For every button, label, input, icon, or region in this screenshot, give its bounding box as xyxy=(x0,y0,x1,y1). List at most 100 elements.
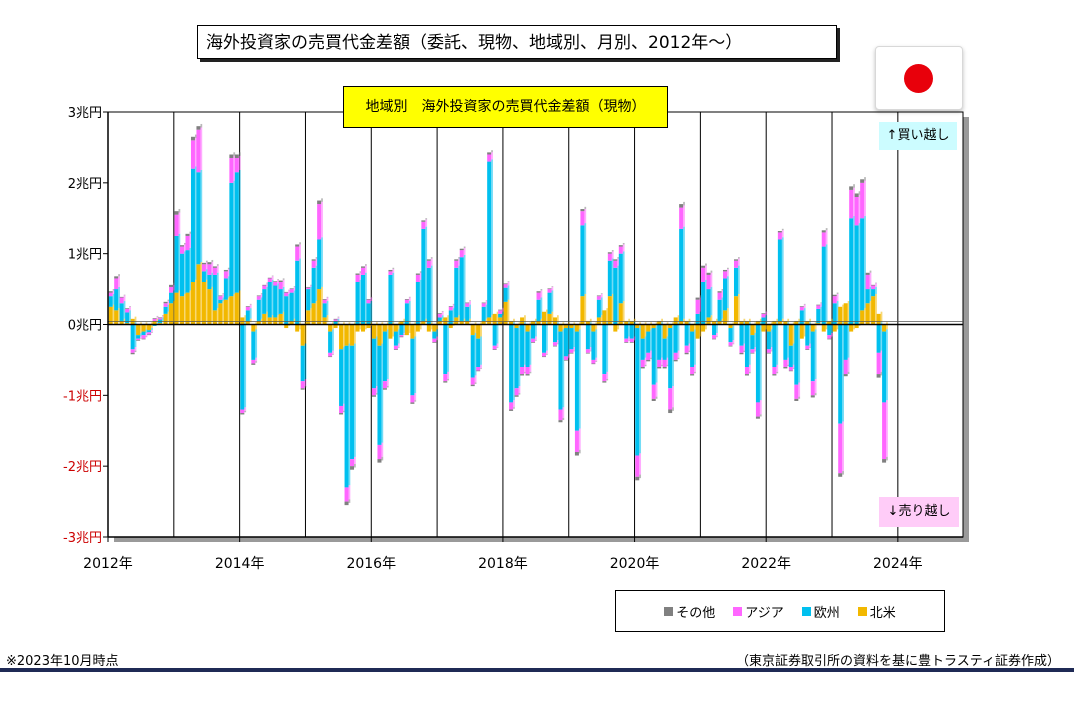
bar-segment-europe-side xyxy=(244,322,247,408)
bar-segment-north_america xyxy=(865,303,870,325)
bar-segment-asia-side xyxy=(886,400,888,457)
bar-segment-north_america-side xyxy=(469,318,471,323)
bar-segment-asia-side xyxy=(112,290,115,294)
bar-segment-europe xyxy=(196,172,201,265)
bar-segment-asia-side xyxy=(529,364,532,372)
bar-segment-other-side xyxy=(529,371,532,374)
bar-segment-other xyxy=(388,269,393,272)
bar-segment-asia-side xyxy=(600,293,603,298)
bar-segment-asia xyxy=(273,282,278,286)
bar-segment-europe-side xyxy=(584,223,587,294)
bar-segment-asia-side xyxy=(359,272,362,280)
bar-segment-other xyxy=(234,154,239,159)
bar-segment-europe-side xyxy=(551,290,554,312)
bar-segment-other-side xyxy=(562,417,565,421)
bar-segment-asia-side xyxy=(145,332,148,337)
bar-segment-europe-side xyxy=(151,327,153,331)
bar-segment-asia-side xyxy=(655,382,658,397)
bar-segment-asia-side xyxy=(842,421,844,472)
bar-segment-asia xyxy=(657,359,662,367)
bar-segment-other xyxy=(289,288,294,290)
bar-segment-other-side xyxy=(337,316,340,318)
bar-segment-asia xyxy=(871,285,876,290)
bar-segment-asia xyxy=(602,374,607,382)
bar-segment-north_america-side xyxy=(386,322,389,330)
bar-segment-asia xyxy=(821,232,826,247)
bar-segment-north_america xyxy=(503,301,508,325)
bar-segment-europe xyxy=(755,324,760,403)
bar-segment-other xyxy=(136,340,141,341)
bar-segment-north_america xyxy=(339,324,344,350)
buy-annotation: ↑買い越し xyxy=(879,122,957,150)
bar-segment-asia-side xyxy=(650,350,652,358)
bar-segment-asia xyxy=(454,260,459,268)
bar-segment-asia-side xyxy=(216,265,219,273)
bar-segment-other xyxy=(772,374,777,376)
bar-segment-europe xyxy=(701,282,706,325)
bar-segment-europe xyxy=(503,287,508,302)
bar-segment-north_america xyxy=(640,324,645,339)
bar-segment-north_america-side xyxy=(260,318,263,323)
bar-segment-europe xyxy=(854,225,859,325)
bar-segment-asia xyxy=(816,305,821,309)
bar-segment-europe-side xyxy=(271,279,274,316)
bar-segment-europe xyxy=(569,328,574,350)
bar-segment-north_america xyxy=(426,324,431,332)
bar-segment-europe-side xyxy=(167,304,170,312)
bar-segment-europe xyxy=(245,310,250,321)
bar-segment-asia xyxy=(574,430,579,452)
bar-segment-other-side xyxy=(836,292,839,294)
bar-segment-other-side xyxy=(803,303,806,305)
bar-segment-europe xyxy=(596,299,601,318)
bar-segment-other-side xyxy=(447,378,450,381)
bar-segment-europe-side xyxy=(386,329,389,379)
bar-segment-europe-side xyxy=(617,265,620,323)
bar-segment-asia-side xyxy=(123,295,126,302)
bar-segment-north_america xyxy=(344,324,349,346)
bar-segment-asia xyxy=(377,444,382,460)
bar-segment-other-side xyxy=(211,259,214,263)
bar-segment-asia-side xyxy=(518,386,521,394)
bar-segment-europe xyxy=(125,312,130,324)
bar-segment-north_america xyxy=(223,299,228,325)
bar-segment-europe-side xyxy=(622,251,625,302)
bar-segment-north_america-side xyxy=(524,315,526,323)
bar-segment-asia xyxy=(783,359,788,367)
bar-segment-asia xyxy=(410,395,415,403)
bar-segment-other xyxy=(613,259,618,261)
bar-segment-asia-side xyxy=(365,265,367,273)
bar-segment-asia xyxy=(459,250,464,258)
bar-segment-europe-side xyxy=(716,322,718,333)
bar-segment-other-side xyxy=(480,368,482,370)
bar-segment-europe-side xyxy=(825,244,828,323)
bar-segment-other xyxy=(437,313,442,314)
bar-segment-asia xyxy=(580,211,585,226)
bar-segment-europe-side xyxy=(496,322,499,344)
bar-segment-north_america-side xyxy=(332,322,334,330)
bar-segment-europe xyxy=(585,324,590,350)
bar-segment-asia-side xyxy=(491,152,493,160)
bar-segment-north_america xyxy=(783,320,788,325)
bar-segment-other-side xyxy=(792,368,795,370)
bar-segment-europe-side xyxy=(189,247,192,291)
bar-segment-north_america-side xyxy=(310,308,312,323)
bar-segment-europe xyxy=(322,303,327,318)
bar-segment-north_america xyxy=(585,320,590,325)
x-tick-label: 2018年 xyxy=(478,556,528,572)
bar-segment-europe-side xyxy=(162,317,164,321)
bar-segment-other-side xyxy=(173,282,175,285)
bar-segment-asia xyxy=(733,260,738,268)
bar-segment-europe xyxy=(690,331,695,367)
bar-segment-other xyxy=(525,374,530,376)
bar-segment-europe-side xyxy=(211,272,214,287)
bar-segment-europe xyxy=(733,267,738,297)
bar-segment-europe xyxy=(542,324,547,353)
bar-segment-other-side xyxy=(727,267,729,270)
bar-segment-europe-side xyxy=(748,322,751,365)
bar-segment-north_america xyxy=(448,324,453,329)
bar-segment-asia xyxy=(119,297,124,304)
bar-segment-europe-side xyxy=(518,325,521,387)
bar-segment-other xyxy=(180,245,185,247)
bar-segment-europe-side xyxy=(266,286,269,312)
bar-segment-asia xyxy=(723,271,728,279)
